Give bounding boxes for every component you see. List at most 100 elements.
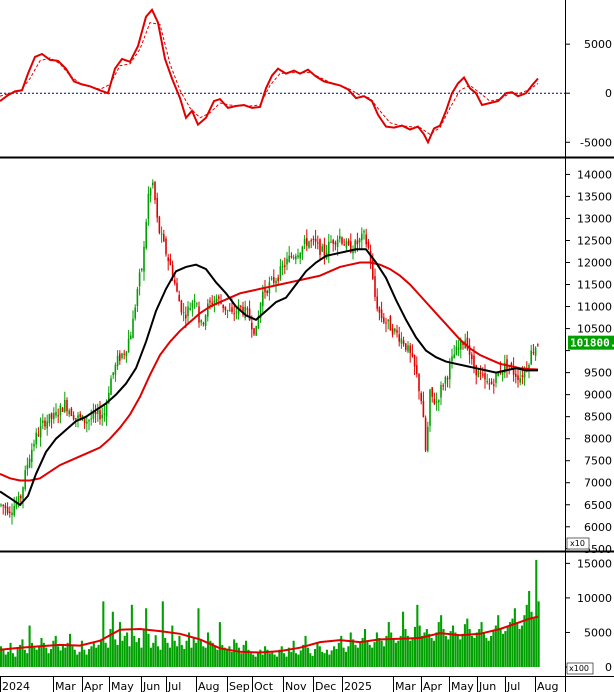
candle-down bbox=[433, 399, 436, 404]
volume-bar bbox=[268, 653, 271, 668]
candle-up bbox=[138, 272, 141, 287]
volume-bar bbox=[463, 624, 466, 668]
volume-bar bbox=[497, 615, 500, 668]
volume-bar bbox=[111, 611, 114, 667]
candle-down bbox=[171, 265, 174, 278]
candle-down bbox=[319, 239, 321, 255]
volume-panel: 15000 10000 5000 0 x100 bbox=[0, 557, 612, 675]
volume-bar bbox=[256, 651, 259, 667]
oscillator-panel: 5000 0 -5000 bbox=[0, 7, 612, 149]
candle-up bbox=[141, 268, 143, 271]
oscillator-y-axis: 5000 0 -5000 bbox=[566, 38, 612, 149]
candle-up bbox=[127, 338, 130, 352]
volume-bar bbox=[390, 632, 393, 668]
volume-bar bbox=[216, 649, 219, 667]
volume-bar bbox=[440, 615, 443, 668]
candle-up bbox=[394, 328, 396, 332]
candle-down bbox=[99, 410, 101, 420]
candle-up bbox=[460, 339, 462, 350]
volume-bar bbox=[76, 654, 79, 668]
candle-down bbox=[70, 408, 73, 417]
candle-down bbox=[468, 345, 471, 355]
candle-up bbox=[427, 426, 429, 451]
volume-bar bbox=[61, 644, 64, 668]
candle-up bbox=[477, 370, 480, 378]
volume-bar bbox=[363, 629, 367, 667]
candle-down bbox=[9, 511, 11, 513]
candle-down bbox=[50, 413, 53, 419]
volume-bar bbox=[485, 637, 488, 668]
volume-bar bbox=[359, 642, 362, 667]
candle-down bbox=[350, 241, 352, 253]
candle-up bbox=[116, 355, 119, 367]
volume-bar bbox=[280, 646, 283, 668]
volume-bar bbox=[333, 646, 336, 668]
volume-bar bbox=[0, 646, 3, 668]
volume-bar bbox=[454, 632, 457, 668]
volume-bar bbox=[209, 640, 212, 667]
volume-bar bbox=[285, 656, 288, 667]
volume-bar bbox=[147, 633, 150, 667]
volume-bar bbox=[399, 635, 402, 667]
volume-bar bbox=[90, 646, 93, 668]
candle-up bbox=[68, 410, 70, 415]
candle-up bbox=[33, 443, 35, 447]
month-label: Apr bbox=[423, 680, 443, 692]
volume-bar bbox=[16, 647, 19, 668]
candle-down bbox=[253, 328, 255, 335]
volume-bar bbox=[171, 625, 174, 667]
candle-down bbox=[396, 330, 398, 333]
volume-bar bbox=[352, 639, 355, 668]
candle-up bbox=[101, 414, 103, 419]
volume-bar bbox=[59, 650, 62, 667]
volume-bar bbox=[397, 640, 400, 667]
candle-up bbox=[361, 233, 363, 241]
volume-bar bbox=[394, 642, 397, 667]
volume-bar bbox=[23, 649, 26, 667]
volume-bar bbox=[371, 647, 374, 668]
volume-bar bbox=[525, 604, 528, 667]
volume-bar bbox=[354, 644, 357, 668]
volume-bar bbox=[416, 604, 419, 667]
volume-bar bbox=[135, 642, 138, 667]
volume-bar bbox=[273, 654, 276, 668]
candle-down bbox=[163, 234, 165, 242]
candle-up bbox=[270, 278, 273, 280]
volume-bar bbox=[535, 559, 538, 667]
volume-bar bbox=[88, 649, 91, 667]
candle-down bbox=[123, 353, 125, 355]
volume-bar bbox=[14, 656, 17, 667]
month-label: Jul bbox=[167, 680, 181, 692]
candle-up bbox=[204, 315, 207, 327]
volume-bar bbox=[152, 642, 155, 667]
candle-down bbox=[277, 277, 279, 282]
volume-bar bbox=[38, 646, 41, 668]
volume-bar bbox=[102, 601, 105, 668]
candle-down bbox=[218, 296, 220, 299]
candle-down bbox=[246, 308, 249, 310]
volume-bar bbox=[456, 635, 459, 667]
candle-down bbox=[374, 276, 376, 297]
candle-up bbox=[200, 320, 202, 323]
volume-bar bbox=[73, 649, 76, 667]
month-label: May bbox=[451, 680, 474, 692]
price-tick-label: 7500 bbox=[584, 455, 612, 468]
candle-down bbox=[79, 413, 81, 418]
volume-bar bbox=[109, 629, 112, 667]
candle-down bbox=[306, 238, 308, 246]
candle-down bbox=[537, 344, 539, 346]
volume-bar bbox=[178, 635, 181, 667]
candle-up bbox=[125, 351, 128, 356]
candle-down bbox=[154, 182, 156, 201]
oscillator-tick-label: 5000 bbox=[584, 38, 612, 51]
candle-up bbox=[244, 306, 246, 319]
candle-down bbox=[418, 374, 420, 392]
candle-up bbox=[77, 415, 79, 419]
volume-bar bbox=[19, 644, 22, 668]
volume-bar bbox=[95, 647, 98, 668]
volume-bar bbox=[499, 629, 502, 667]
candle-up bbox=[136, 289, 139, 306]
volume-bar bbox=[71, 646, 74, 668]
volume-bar bbox=[237, 647, 240, 668]
candle-up bbox=[330, 241, 332, 243]
